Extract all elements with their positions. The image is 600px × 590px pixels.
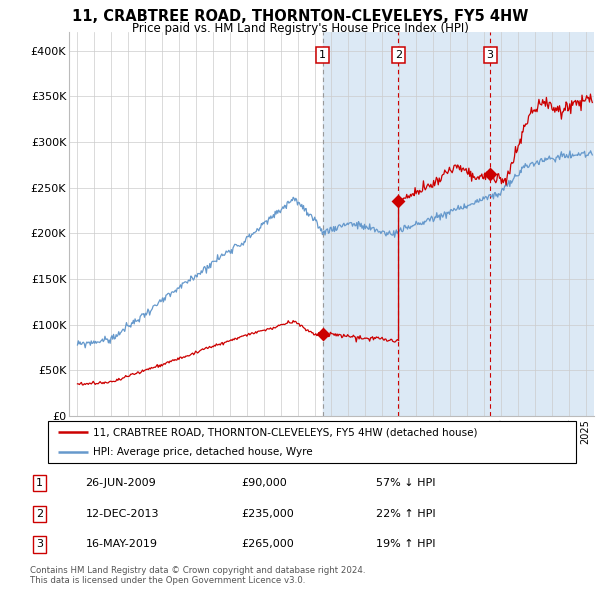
Text: 26-JUN-2009: 26-JUN-2009 bbox=[85, 478, 156, 489]
Text: 2: 2 bbox=[395, 50, 402, 60]
Text: Price paid vs. HM Land Registry's House Price Index (HPI): Price paid vs. HM Land Registry's House … bbox=[131, 22, 469, 35]
Text: 1: 1 bbox=[36, 478, 43, 489]
Text: 57% ↓ HPI: 57% ↓ HPI bbox=[376, 478, 435, 489]
Point bbox=[318, 329, 328, 339]
Text: 12-DEC-2013: 12-DEC-2013 bbox=[85, 509, 159, 519]
Text: £235,000: £235,000 bbox=[242, 509, 295, 519]
Text: £90,000: £90,000 bbox=[242, 478, 287, 489]
Text: 11, CRABTREE ROAD, THORNTON-CLEVELEYS, FY5 4HW: 11, CRABTREE ROAD, THORNTON-CLEVELEYS, F… bbox=[72, 9, 528, 24]
Point bbox=[485, 169, 495, 179]
Text: 1: 1 bbox=[319, 50, 326, 60]
Text: HPI: Average price, detached house, Wyre: HPI: Average price, detached house, Wyre bbox=[93, 447, 313, 457]
Text: Contains HM Land Registry data © Crown copyright and database right 2024.: Contains HM Land Registry data © Crown c… bbox=[30, 566, 365, 575]
Text: 3: 3 bbox=[36, 539, 43, 549]
Text: 11, CRABTREE ROAD, THORNTON-CLEVELEYS, FY5 4HW (detached house): 11, CRABTREE ROAD, THORNTON-CLEVELEYS, F… bbox=[93, 427, 478, 437]
Text: £265,000: £265,000 bbox=[242, 539, 295, 549]
Text: This data is licensed under the Open Government Licence v3.0.: This data is licensed under the Open Gov… bbox=[30, 576, 305, 585]
Text: 19% ↑ HPI: 19% ↑ HPI bbox=[376, 539, 435, 549]
Point bbox=[394, 196, 403, 206]
Text: 16-MAY-2019: 16-MAY-2019 bbox=[85, 539, 157, 549]
Text: 2: 2 bbox=[36, 509, 43, 519]
Text: 3: 3 bbox=[487, 50, 494, 60]
Text: 22% ↑ HPI: 22% ↑ HPI bbox=[376, 509, 435, 519]
Bar bbox=[323, 32, 594, 416]
